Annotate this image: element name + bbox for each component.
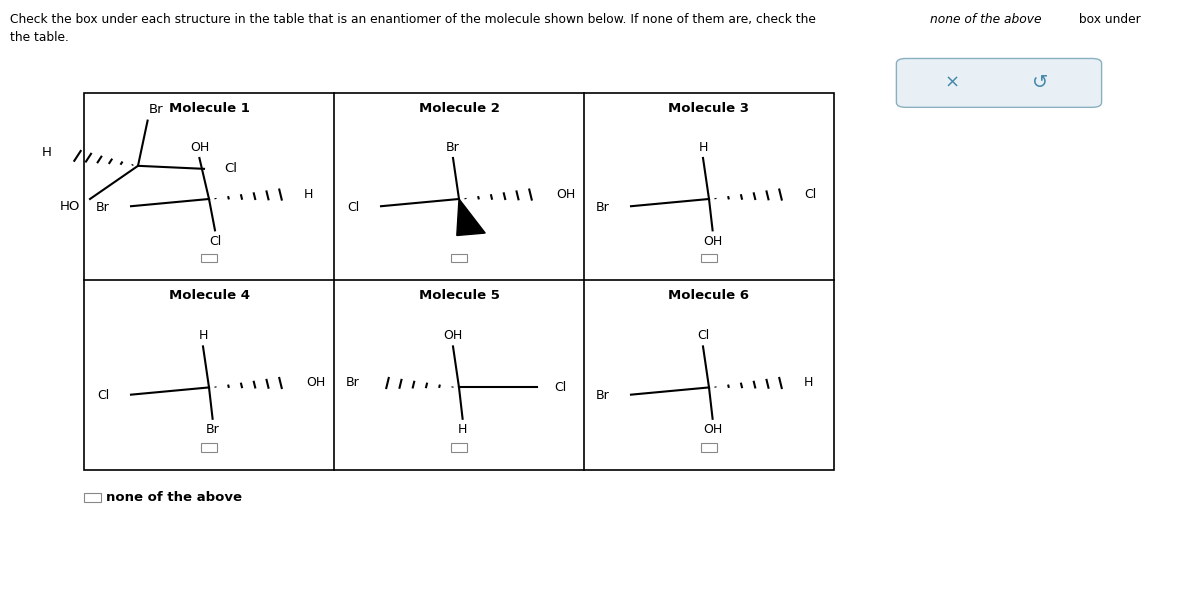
Text: HO: HO — [60, 200, 79, 213]
Text: Br: Br — [149, 103, 163, 116]
Text: H: H — [804, 376, 814, 389]
Text: Br: Br — [346, 376, 360, 389]
Text: Cl: Cl — [209, 235, 221, 248]
Bar — [84, 93, 834, 470]
Text: the table.: the table. — [10, 31, 68, 44]
Text: OH: OH — [703, 423, 722, 436]
Text: Br: Br — [595, 390, 610, 402]
Text: Molecule 3: Molecule 3 — [668, 102, 750, 115]
Text: H: H — [458, 423, 467, 436]
Text: OH: OH — [443, 329, 463, 342]
Text: Check the box under each structure in the table that is an enantiomer of the mol: Check the box under each structure in th… — [10, 13, 820, 27]
Text: H: H — [42, 146, 52, 159]
Text: Br: Br — [446, 140, 460, 154]
Text: Molecule 4: Molecule 4 — [168, 289, 250, 302]
Text: Molecule 6: Molecule 6 — [668, 289, 750, 302]
Text: Cl: Cl — [697, 329, 709, 342]
Text: OH: OH — [703, 235, 722, 248]
Bar — [451, 443, 468, 452]
Text: OH: OH — [190, 140, 209, 154]
Text: H: H — [698, 140, 708, 154]
Text: Br: Br — [595, 201, 610, 214]
Text: Cl: Cl — [97, 390, 109, 402]
FancyBboxPatch shape — [896, 58, 1102, 107]
Text: Cl: Cl — [347, 201, 360, 214]
Bar — [200, 254, 217, 262]
Text: box under: box under — [1075, 13, 1141, 27]
Text: OH: OH — [306, 376, 325, 389]
Text: H: H — [198, 329, 208, 342]
Bar — [200, 443, 217, 452]
Text: Cl: Cl — [554, 381, 566, 394]
Text: none of the above: none of the above — [930, 13, 1042, 27]
Text: Molecule 5: Molecule 5 — [419, 289, 499, 302]
Bar — [701, 254, 718, 262]
Text: Br: Br — [205, 423, 220, 436]
Text: Molecule 2: Molecule 2 — [419, 102, 499, 115]
Bar — [701, 443, 718, 452]
Text: H: H — [304, 188, 313, 201]
Text: Cl: Cl — [224, 162, 238, 175]
Text: none of the above: none of the above — [106, 491, 241, 504]
Polygon shape — [457, 199, 485, 236]
Text: ↺: ↺ — [1032, 74, 1049, 92]
Bar — [451, 254, 468, 262]
Text: ×: × — [944, 74, 959, 92]
Text: Cl: Cl — [804, 188, 816, 201]
Text: Br: Br — [96, 201, 109, 214]
Text: Molecule 1: Molecule 1 — [168, 102, 250, 115]
Text: OH: OH — [557, 188, 576, 201]
Bar — [84, 493, 101, 502]
